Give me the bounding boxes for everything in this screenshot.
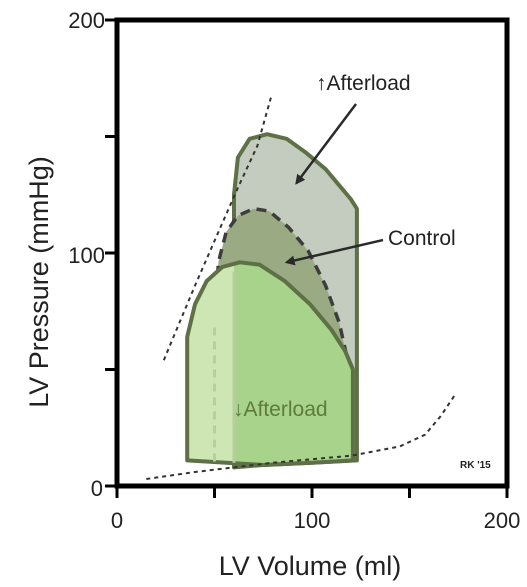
x-tick-label-0: 0 — [111, 508, 123, 533]
decreased-afterload-label: ↓Afterload — [233, 398, 328, 421]
annotation-arrows — [284, 103, 384, 266]
y-axis-title: LV Pressure (mmHg) — [24, 156, 54, 408]
y-tick-label-0: 0 — [91, 476, 103, 501]
x-tick-label-100: 100 — [294, 508, 331, 533]
y-tick-label-100: 100 — [68, 243, 105, 268]
decreased-afterload-outline — [185, 260, 355, 467]
control-label: Control — [388, 227, 456, 250]
espvr-line — [162, 96, 273, 361]
axis-ticks — [105, 18, 509, 498]
x-tick-label-200: 200 — [484, 508, 521, 533]
increased-afterload-arrow — [295, 103, 357, 185]
decreased-afterload-highlight — [187, 262, 234, 465]
increased-afterload-label: ↑Afterload — [316, 72, 411, 95]
reference-lines — [146, 96, 458, 480]
control-arrow — [284, 238, 384, 266]
pv-loops — [185, 132, 359, 470]
x-axis-title: LV Volume (ml) — [219, 551, 402, 581]
y-tick-label-200: 200 — [68, 8, 105, 33]
credit-label: RK '15 — [460, 460, 491, 471]
